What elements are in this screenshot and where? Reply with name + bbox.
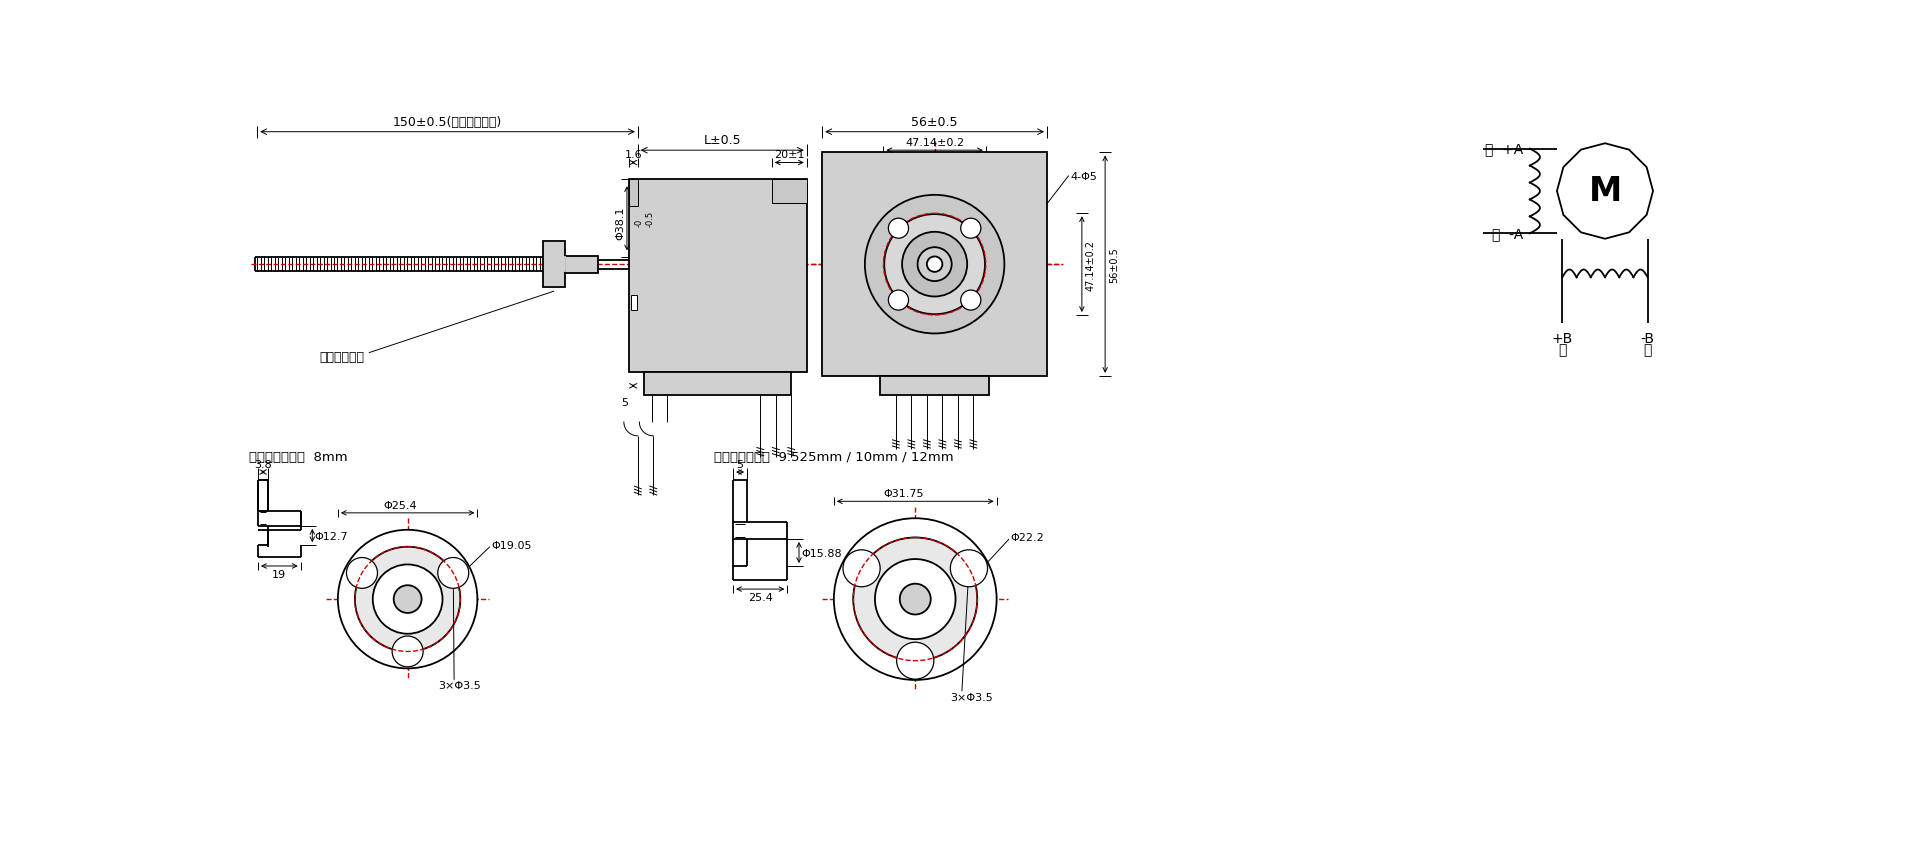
Text: L±0.5: L±0.5 [704, 134, 740, 147]
Circle shape [372, 565, 443, 634]
Text: Φ31.75: Φ31.75 [883, 489, 924, 499]
Circle shape [843, 550, 881, 587]
Text: 3×Φ3.5: 3×Φ3.5 [951, 692, 993, 702]
Circle shape [347, 558, 378, 589]
Text: 3×Φ3.5: 3×Φ3.5 [440, 680, 482, 691]
Text: +B: +B [1552, 331, 1573, 346]
Text: Φ19.05: Φ19.05 [492, 541, 532, 550]
Text: 56±0.5: 56±0.5 [1109, 247, 1118, 282]
Text: 5: 5 [621, 398, 629, 408]
Text: 外部線性螺母: 外部線性螺母 [320, 350, 364, 363]
Text: Φ22.2: Φ22.2 [1010, 533, 1045, 542]
Circle shape [337, 530, 478, 669]
Text: -0
-0.5: -0 -0.5 [634, 211, 654, 227]
Text: 1.6: 1.6 [625, 151, 642, 160]
Circle shape [438, 558, 469, 589]
Text: 5: 5 [736, 460, 744, 469]
Bar [629, 180, 806, 373]
Circle shape [889, 291, 908, 311]
Bar [548, 258, 565, 272]
Text: 56±0.5: 56±0.5 [912, 115, 958, 128]
Circle shape [835, 518, 997, 680]
Text: 紅  +A: 紅 +A [1485, 142, 1523, 157]
Polygon shape [1558, 144, 1652, 239]
Circle shape [927, 257, 943, 273]
Circle shape [902, 232, 968, 297]
Bar [544, 242, 565, 288]
Text: 150±0.5(可自定義長度): 150±0.5(可自定義長度) [393, 115, 501, 128]
Circle shape [918, 248, 952, 282]
Circle shape [951, 550, 987, 587]
Circle shape [875, 560, 956, 640]
Text: 47.14±0.2: 47.14±0.2 [904, 138, 964, 148]
Text: 25.4: 25.4 [748, 592, 773, 603]
Text: Φ25.4: Φ25.4 [384, 500, 416, 511]
Text: Φ38.1: Φ38.1 [615, 206, 627, 239]
Bar [629, 180, 638, 208]
Bar [630, 295, 636, 311]
Text: 黑: 黑 [1643, 344, 1652, 357]
Text: Φ12.7: Φ12.7 [314, 531, 349, 541]
Circle shape [960, 219, 981, 239]
Text: 20±1: 20±1 [773, 151, 804, 160]
Bar [881, 376, 989, 395]
Text: -B: -B [1641, 331, 1654, 346]
Text: 19: 19 [272, 569, 287, 579]
Bar [821, 153, 1047, 376]
Text: M: M [1589, 176, 1621, 208]
Circle shape [393, 585, 422, 613]
Text: 藍  -A: 藍 -A [1492, 227, 1523, 241]
Circle shape [866, 195, 1004, 334]
Text: 梗型絲杆直徑：  9.525mm / 10mm / 12mm: 梗型絲杆直徑： 9.525mm / 10mm / 12mm [713, 450, 952, 463]
Circle shape [355, 547, 461, 652]
Text: 綠: 綠 [1558, 344, 1567, 357]
Text: 梗型絲杆直徑：  8mm: 梗型絲杆直徑： 8mm [249, 450, 347, 463]
Bar [565, 257, 598, 273]
Circle shape [391, 636, 422, 667]
Circle shape [897, 642, 933, 679]
Text: 4-Φ5: 4-Φ5 [1070, 171, 1097, 182]
Circle shape [885, 215, 985, 315]
Text: 3.8: 3.8 [254, 460, 272, 469]
Circle shape [854, 538, 977, 661]
Circle shape [889, 219, 908, 239]
Circle shape [960, 291, 981, 311]
Bar [644, 373, 790, 395]
Bar [771, 180, 806, 203]
Circle shape [900, 584, 931, 615]
Text: 47.14±0.2: 47.14±0.2 [1085, 239, 1095, 290]
Text: Φ15.88: Φ15.88 [802, 548, 843, 558]
